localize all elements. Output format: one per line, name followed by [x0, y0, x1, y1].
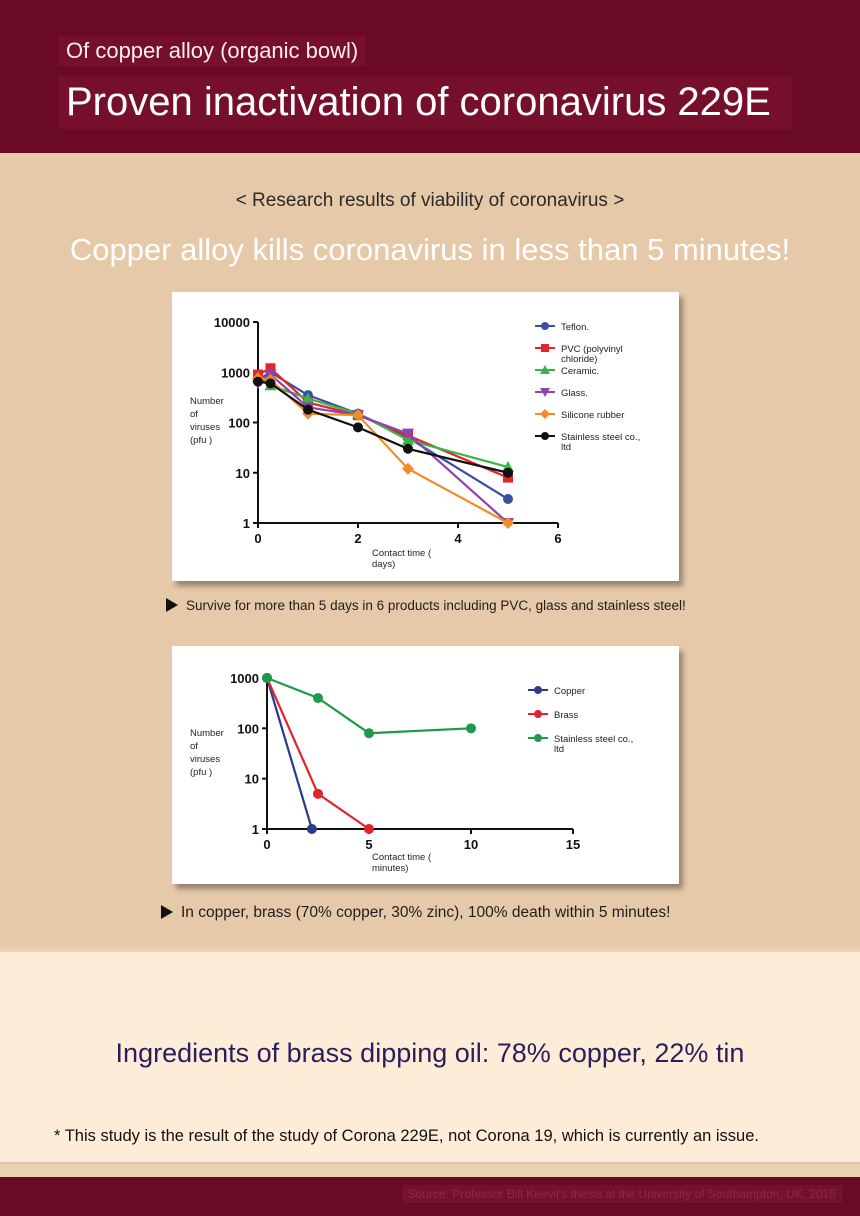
series-line [257, 373, 509, 524]
ingredients-section [0, 950, 860, 1164]
caption-days: Survive for more than 5 days in 6 produc… [166, 598, 686, 613]
play-triangle-icon [161, 905, 173, 919]
chart-minutes-svg: 0 5 10 15 1 10 100 1000 Number of viruses (pfu ) Con… [190, 671, 633, 874]
legend-label: Teflon. [561, 322, 589, 333]
y-axis-label: Number of viruses (pfu ) [190, 728, 224, 778]
y-tick-label: 10 [236, 466, 250, 481]
legend-marker [540, 365, 550, 374]
footnote: * This study is the result of the study … [54, 1127, 759, 1145]
data-point [265, 363, 276, 374]
data-point [313, 788, 323, 799]
x-tick-label: 2 [354, 531, 361, 546]
data-point [364, 728, 374, 739]
footer-banner: Source: Professor Bill Keevil's thesis a… [0, 1177, 860, 1216]
y-tick-label: 10 [245, 772, 259, 787]
x-axis-label: Contact time (minutes) [372, 852, 432, 874]
data-point [302, 392, 314, 404]
x-tick-label: 0 [263, 837, 270, 852]
legend-marker [534, 686, 542, 694]
legend-marker [534, 710, 542, 718]
headline: Copper alloy kills coronavirus in less t… [69, 232, 791, 267]
header-subtitle: Of copper alloy (organic bowl) [58, 36, 367, 66]
legend-label: PVC (polyvinyl chloride) [561, 344, 623, 365]
chart-days-svg: 0 2 4 6 1 10 100 1000 10000 Number of viruses (pfu )… [190, 315, 640, 570]
legend-label: Brass [554, 710, 579, 721]
y-tick-label: 1 [243, 516, 250, 531]
legend-marker [541, 432, 549, 440]
data-point [502, 517, 514, 529]
research-label: < Research results of viability of coron… [235, 190, 625, 211]
legend-marker [534, 734, 542, 742]
y-tick-label: 1000 [230, 671, 259, 686]
x-tick-label: 10 [464, 837, 478, 852]
caption-minutes-text: In copper, brass (70% copper, 30% zinc),… [181, 904, 671, 921]
data-point [313, 693, 323, 704]
data-point [402, 462, 414, 475]
legend-label: Stainless steel co., ltd [561, 432, 640, 453]
data-point [253, 376, 263, 387]
x-tick-label: 15 [566, 837, 580, 852]
data-point [306, 824, 317, 834]
y-tick-label: 100 [237, 721, 259, 736]
caption-days-text: Survive for more than 5 days in 6 produc… [186, 598, 686, 613]
header-banner: Of copper alloy (organic bowl) Proven in… [0, 0, 860, 153]
x-tick-label: 6 [554, 531, 561, 546]
legend-marker [540, 388, 550, 397]
legend-marker [541, 322, 549, 330]
data-point [503, 467, 513, 478]
legend-label: Copper [554, 686, 585, 697]
ingredients-text: Ingredients of brass dipping oil: 78% co… [115, 1038, 745, 1068]
chart-card-days: 0 2 4 6 1 10 100 1000 10000 Number of viruses (pfu )… [172, 292, 679, 581]
y-axis-label: Number of viruses (pfu ) [190, 396, 224, 446]
legend-label: Glass. [561, 388, 588, 399]
data-point [352, 409, 364, 422]
data-point [503, 494, 513, 505]
legend-label: Silicone rubber [561, 410, 624, 421]
x-tick-label: 4 [454, 531, 462, 546]
series-line [265, 677, 313, 830]
data-point [262, 673, 272, 683]
series-line [266, 676, 472, 735]
data-point [353, 422, 363, 433]
data-point [364, 824, 374, 834]
legend-marker [541, 344, 549, 352]
data-point [403, 443, 413, 454]
x-tick-label: 5 [365, 837, 372, 852]
y-tick-label: 100 [228, 416, 250, 431]
x-axis-label: Contact time (days) [372, 548, 432, 570]
legend-label: Ceramic. [561, 366, 599, 377]
data-point [466, 723, 476, 734]
header-title: Proven inactivation of coronavirus 229E [58, 76, 792, 129]
source-credit: Source: Professor Bill Keevil's thesis a… [401, 1185, 842, 1203]
caption-minutes: In copper, brass (70% copper, 30% zinc),… [161, 904, 670, 922]
y-tick-label: 1 [252, 822, 259, 837]
legend-label: Stainless steel co., ltd [554, 734, 633, 755]
data-point [265, 378, 276, 389]
legend-marker [540, 409, 550, 419]
play-triangle-icon [166, 598, 178, 612]
y-tick-label: 10000 [214, 315, 250, 330]
x-tick-label: 0 [254, 531, 261, 546]
chart-card-minutes: 0 5 10 15 1 10 100 1000 Number of viruses (pfu ) Con… [172, 646, 679, 884]
series-line [257, 366, 509, 479]
data-point [303, 404, 313, 415]
y-tick-label: 1000 [221, 365, 250, 380]
data-point [402, 428, 414, 440]
